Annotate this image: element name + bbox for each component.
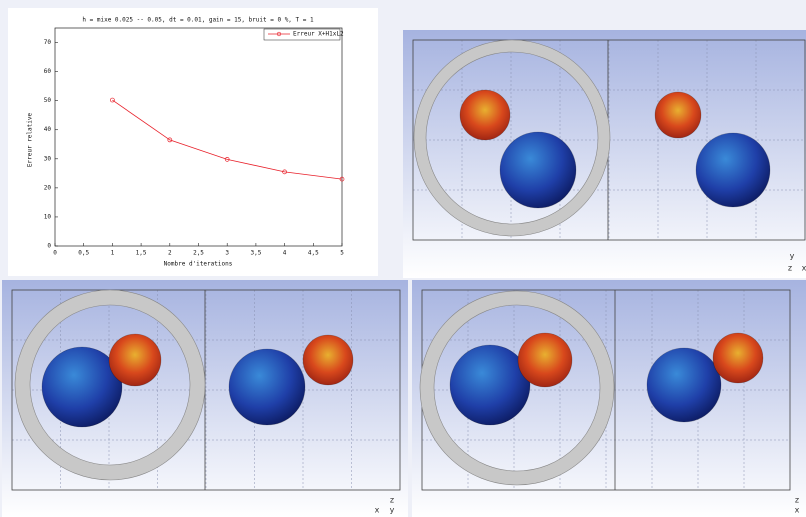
axis-letter: y: [790, 252, 795, 261]
axis-letter: x: [375, 506, 380, 515]
x-tick-label: 2,5: [193, 250, 204, 257]
red-object: [518, 333, 572, 387]
y-tick-label: 50: [44, 97, 52, 104]
red-object: [460, 90, 510, 140]
x-axis-label: Nombre d'iterations: [164, 261, 233, 268]
x-tick-label: 1: [111, 250, 115, 257]
page: h = mixe 0.025 -- 0.05, dt = 0.01, gain …: [0, 0, 806, 517]
y-tick-label: 0: [47, 243, 51, 250]
axis-letter: x: [795, 506, 800, 515]
red-object: [713, 333, 763, 383]
y-tick-label: 70: [44, 39, 52, 46]
x-tick-label: 2: [168, 250, 172, 257]
x-tick-label: 0,5: [78, 250, 89, 257]
axis-letter: z: [795, 496, 799, 505]
y-tick-label: 20: [44, 184, 52, 191]
axis-letter: y: [390, 506, 395, 515]
y-axis-label: Erreur relative: [27, 113, 34, 168]
x-tick-label: 4,5: [308, 250, 319, 257]
axis-triad: zx: [795, 496, 800, 515]
axis-letter: z: [390, 496, 394, 505]
y-tick-label: 10: [44, 213, 52, 220]
x-tick-label: 1,5: [136, 250, 147, 257]
red-object: [655, 92, 701, 138]
legend-label: Erreur X+H1xL2: [293, 31, 344, 38]
blue-object: [696, 133, 770, 207]
chart-background: [8, 8, 378, 276]
blue-object: [647, 348, 721, 422]
blue-object: [500, 132, 576, 208]
y-tick-label: 40: [44, 126, 52, 133]
axis-letter: z: [788, 264, 792, 273]
red-object: [109, 334, 161, 386]
x-tick-label: 3,5: [250, 250, 261, 257]
chart-title: h = mixe 0.025 -- 0.05, dt = 0.01, gain …: [82, 17, 314, 24]
red-object: [303, 335, 353, 385]
x-tick-label: 5: [340, 250, 344, 257]
axis-letter: x: [802, 264, 806, 273]
x-tick-label: 0: [53, 250, 57, 257]
figure: h = mixe 0.025 -- 0.05, dt = 0.01, gain …: [0, 0, 806, 517]
x-tick-label: 4: [283, 250, 287, 257]
y-tick-label: 30: [44, 155, 52, 162]
y-tick-label: 60: [44, 68, 52, 75]
x-tick-label: 3: [225, 250, 229, 257]
blue-object: [229, 349, 305, 425]
